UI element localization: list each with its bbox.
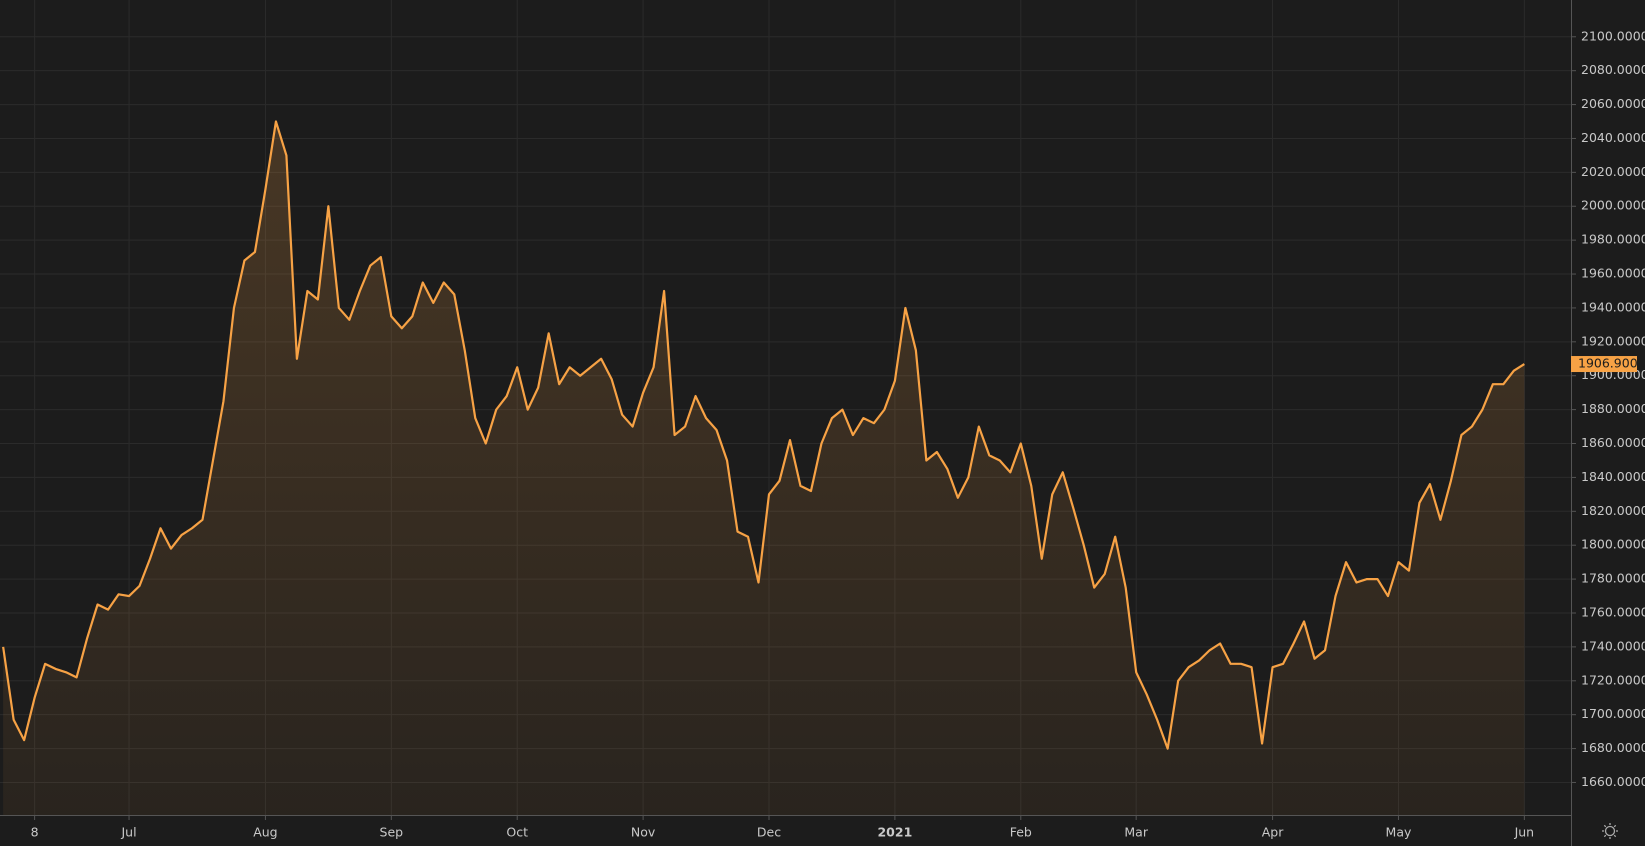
- x-tick-label: Mar: [1124, 825, 1148, 840]
- x-tick-label: Nov: [631, 825, 656, 840]
- settings-icon[interactable]: [1602, 823, 1618, 839]
- x-tick-label: Dec: [757, 825, 781, 840]
- y-tick-label: 1980.0000: [1581, 232, 1645, 247]
- area-fill: [3, 121, 1525, 815]
- y-tick-label: 1720.0000: [1581, 672, 1645, 687]
- x-tick-label: Feb: [1010, 825, 1032, 840]
- x-tick-label: 8: [31, 825, 39, 840]
- y-tick-label: 2100.0000: [1581, 28, 1645, 43]
- x-tick-label: Jun: [1514, 825, 1535, 840]
- y-tick-label: 1740.0000: [1581, 638, 1645, 653]
- y-tick-label: 1760.0000: [1581, 604, 1645, 619]
- y-tick-label: 2040.0000: [1581, 130, 1645, 145]
- x-tick-label: May: [1386, 825, 1412, 840]
- y-tick-label: 2080.0000: [1581, 62, 1645, 77]
- y-tick-label: 1940.0000: [1581, 299, 1645, 314]
- x-tick-label: Jul: [120, 825, 136, 840]
- y-tick-label: 1920.0000: [1581, 333, 1645, 348]
- y-tick-label: 1860.0000: [1581, 435, 1645, 450]
- y-tick-label: 1820.0000: [1581, 503, 1645, 518]
- y-tick-label: 2060.0000: [1581, 96, 1645, 111]
- y-tick-label: 1880.0000: [1581, 401, 1645, 416]
- y-tick-label: 1700.0000: [1581, 706, 1645, 721]
- y-tick-label: 1800.0000: [1581, 537, 1645, 552]
- y-tick-label: 1960.0000: [1581, 266, 1645, 281]
- x-tick-label: Apr: [1262, 825, 1284, 840]
- axes: 1660.0000 1680.0000 1700.0000 1720.0000 1740…: [31, 28, 1645, 839]
- x-tick-label: 2021: [877, 825, 912, 840]
- y-tick-label: 1780.0000: [1581, 571, 1645, 586]
- price-line: [2, 120, 1525, 750]
- x-tick-label: Oct: [506, 825, 528, 840]
- y-tick-label: 2000.0000: [1581, 198, 1645, 213]
- x-tick-label: Sep: [380, 825, 404, 840]
- y-tick-label: 1660.0000: [1581, 774, 1645, 789]
- y-tick-label: 2020.0000: [1581, 164, 1645, 179]
- last-price-box: [1571, 356, 1637, 373]
- y-tick-label: 1840.0000: [1581, 469, 1645, 484]
- last-price-label: 1906.9000: [1578, 356, 1645, 371]
- y-tick-label: 1680.0000: [1581, 740, 1645, 755]
- plot: [2, 120, 1525, 815]
- x-tick-label: Aug: [253, 825, 277, 840]
